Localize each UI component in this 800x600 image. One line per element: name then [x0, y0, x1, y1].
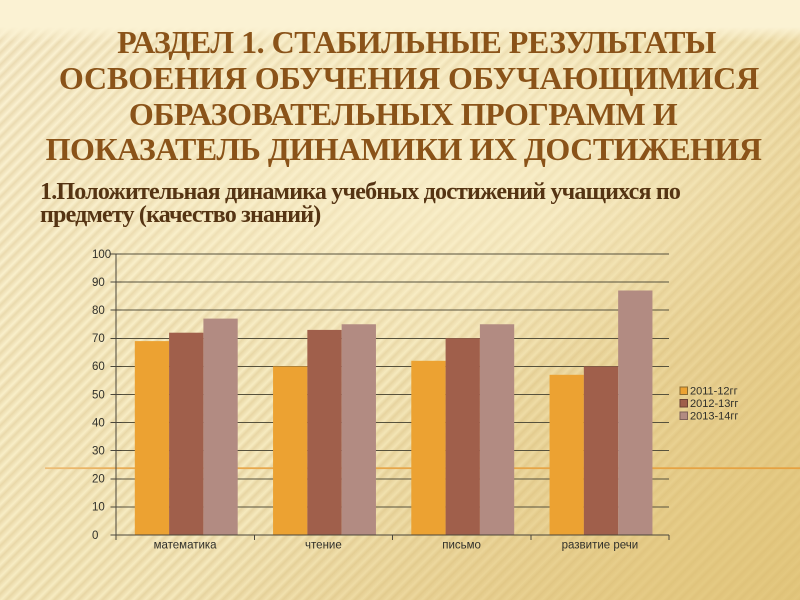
svg-text:90: 90 [92, 277, 105, 289]
svg-text:40: 40 [92, 417, 105, 429]
svg-text:10: 10 [92, 502, 105, 514]
svg-text:математика: математика [154, 540, 218, 552]
svg-text:0: 0 [92, 530, 98, 542]
svg-text:60: 60 [92, 361, 105, 373]
svg-text:80: 80 [92, 305, 105, 317]
svg-text:70: 70 [92, 333, 105, 345]
svg-text:чтение: чтение [305, 540, 342, 552]
svg-text:развитие речи: развитие речи [562, 540, 639, 552]
svg-text:50: 50 [92, 389, 105, 401]
svg-text:30: 30 [92, 446, 105, 458]
svg-text:20: 20 [92, 474, 105, 486]
svg-text:2013-14гг: 2013-14гг [690, 411, 738, 423]
svg-text:2012-13гг: 2012-13гг [690, 398, 738, 410]
svg-text:100: 100 [92, 249, 111, 261]
svg-text:письмо: письмо [442, 540, 481, 552]
svg-text:2011-12гг: 2011-12гг [690, 386, 738, 398]
